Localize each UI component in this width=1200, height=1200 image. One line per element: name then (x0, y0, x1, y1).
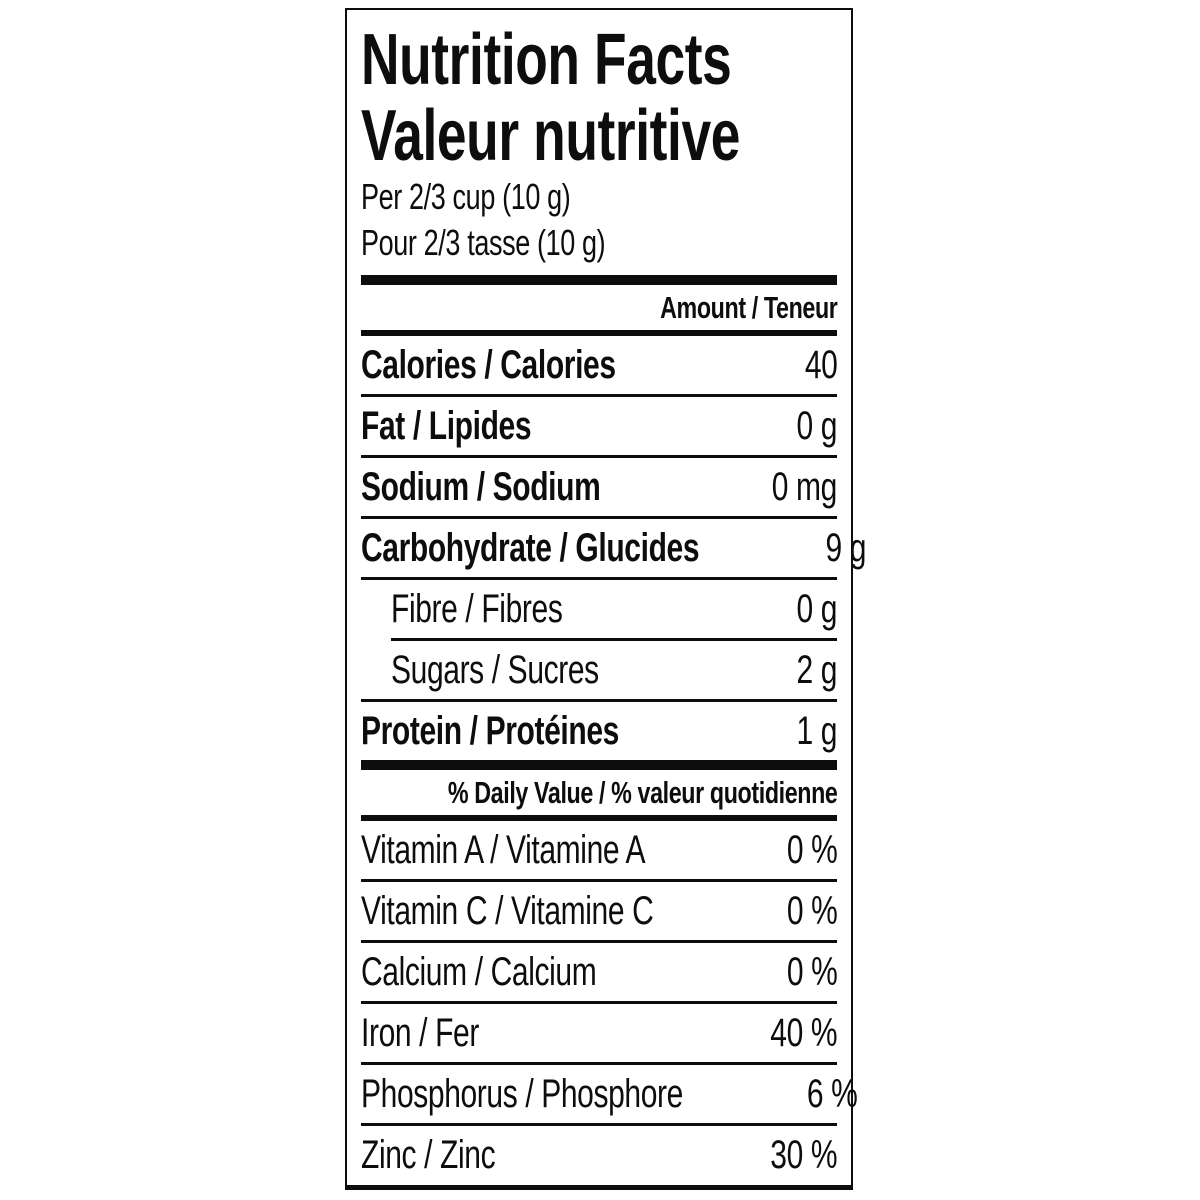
nutrient-row-sugars: Sugars / Sucres 2 g (361, 641, 837, 699)
serving-size-french: Pour 2/3 tasse (10 g) (361, 222, 606, 263)
nutrient-value: 0 mg (771, 464, 838, 509)
nutrient-label: Fibre / Fibres (391, 586, 563, 631)
rule-indented (391, 638, 837, 641)
nutrient-value: 0 g (796, 586, 837, 631)
nutrient-value: 6 % (807, 1071, 858, 1116)
thick-rule-daily-value (361, 760, 837, 770)
nutrient-label: Phosphorus / Phosphore (361, 1071, 683, 1116)
title-french: Valeur nutritive (361, 98, 837, 174)
daily-value-row-calcium: Calcium / Calcium 0 % (361, 943, 837, 1001)
nutrient-row-carbohydrate: Carbohydrate / Glucides 9 g (361, 519, 866, 577)
nutrient-row-fat: Fat / Lipides 0 g (361, 397, 837, 455)
nutrient-value: 2 g (796, 647, 837, 692)
rule (361, 699, 837, 702)
rule (361, 516, 837, 519)
nutrient-value: 0 % (786, 949, 837, 994)
nutrient-label: Sugars / Sucres (391, 647, 599, 692)
daily-value-row-iron: Iron / Fer 40 % (361, 1004, 837, 1062)
daily-value-row-vitamin-a: Vitamin A / Vitamine A 0 % (361, 821, 837, 879)
nutrient-value: 9 g (825, 525, 866, 570)
medium-rule-daily-value (361, 815, 837, 821)
medium-rule-amount (361, 330, 837, 336)
nutrient-row-calories: Calories / Calories 40 (361, 336, 837, 394)
nutrient-label: Sodium / Sodium (361, 464, 601, 509)
title-english: Nutrition Facts (361, 22, 837, 98)
nutrient-value: 1 g (796, 708, 837, 753)
nutrient-value: 40 (804, 342, 837, 387)
daily-value-row-vitamin-c: Vitamin C / Vitamine C 0 % (361, 882, 837, 940)
amount-header: Amount / Teneur (659, 289, 838, 325)
daily-value-row-zinc: Zinc / Zinc 30 % (361, 1126, 837, 1184)
nutrient-value: 0 % (786, 827, 837, 872)
rule (361, 455, 837, 458)
thick-rule-top (361, 275, 837, 285)
rule (361, 577, 837, 580)
rule (361, 394, 837, 397)
nutrient-label: Calcium / Calcium (361, 949, 597, 994)
nutrient-label: Calories / Calories (361, 342, 616, 387)
rule (361, 1001, 837, 1004)
nutrient-row-sodium: Sodium / Sodium 0 mg (361, 458, 837, 516)
rule (361, 940, 837, 943)
title-french-text: Valeur nutritive (361, 96, 741, 176)
nutrient-label: Carbohydrate / Glucides (361, 525, 700, 570)
nutrient-label: Fat / Lipides (361, 403, 532, 448)
rule (361, 1123, 837, 1126)
nutrient-row-protein: Protein / Protéines 1 g (361, 702, 837, 760)
nutrient-row-fibre: Fibre / Fibres 0 g (361, 580, 837, 638)
nutrient-label: Iron / Fer (361, 1010, 479, 1055)
nutrient-label: Protein / Protéines (361, 708, 619, 753)
daily-value-header: % Daily Value / % valeur quotidienne (447, 774, 837, 810)
rule (361, 879, 837, 882)
nutrient-value: 30 % (770, 1132, 837, 1177)
nutrient-label: Vitamin A / Vitamine A (361, 827, 646, 872)
daily-value-row-phosphorus: Phosphorus / Phosphore 6 % (361, 1065, 858, 1123)
nutrient-label: Vitamin C / Vitamine C (361, 888, 654, 933)
nutrient-label: Zinc / Zinc (361, 1132, 496, 1177)
nutrient-value: 40 % (770, 1010, 837, 1055)
nutrient-value: 0 g (796, 403, 837, 448)
nutrient-value: 0 % (786, 888, 837, 933)
nutrition-facts-label: Nutrition Facts Valeur nutritive Per 2/3… (345, 8, 866, 1190)
title-english-text: Nutrition Facts (361, 20, 732, 100)
serving-size-english: Per 2/3 cup (10 g) (361, 176, 571, 217)
rule (361, 1062, 837, 1065)
